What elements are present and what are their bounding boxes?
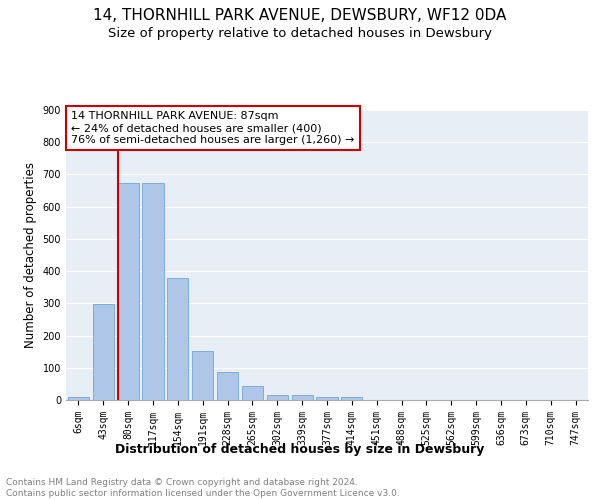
Text: Contains HM Land Registry data © Crown copyright and database right 2024.
Contai: Contains HM Land Registry data © Crown c…: [6, 478, 400, 498]
Bar: [292, 395, 313, 400]
Bar: [341, 398, 362, 400]
Text: 14, THORNHILL PARK AVENUE, DEWSBURY, WF12 0DA: 14, THORNHILL PARK AVENUE, DEWSBURY, WF1…: [94, 8, 506, 22]
Bar: [93, 304, 114, 400]
Bar: [118, 182, 139, 400]
Text: Size of property relative to detached houses in Dewsbury: Size of property relative to detached ho…: [108, 28, 492, 40]
Y-axis label: Number of detached properties: Number of detached properties: [24, 162, 37, 348]
Text: 14 THORNHILL PARK AVENUE: 87sqm
← 24% of detached houses are smaller (400)
76% o: 14 THORNHILL PARK AVENUE: 87sqm ← 24% of…: [71, 112, 355, 144]
Bar: [192, 351, 213, 400]
Bar: [68, 398, 89, 400]
Bar: [167, 278, 188, 400]
Bar: [217, 372, 238, 400]
Bar: [267, 395, 288, 400]
Bar: [316, 398, 338, 400]
Bar: [242, 386, 263, 400]
Text: Distribution of detached houses by size in Dewsbury: Distribution of detached houses by size …: [115, 442, 485, 456]
Bar: [142, 182, 164, 400]
